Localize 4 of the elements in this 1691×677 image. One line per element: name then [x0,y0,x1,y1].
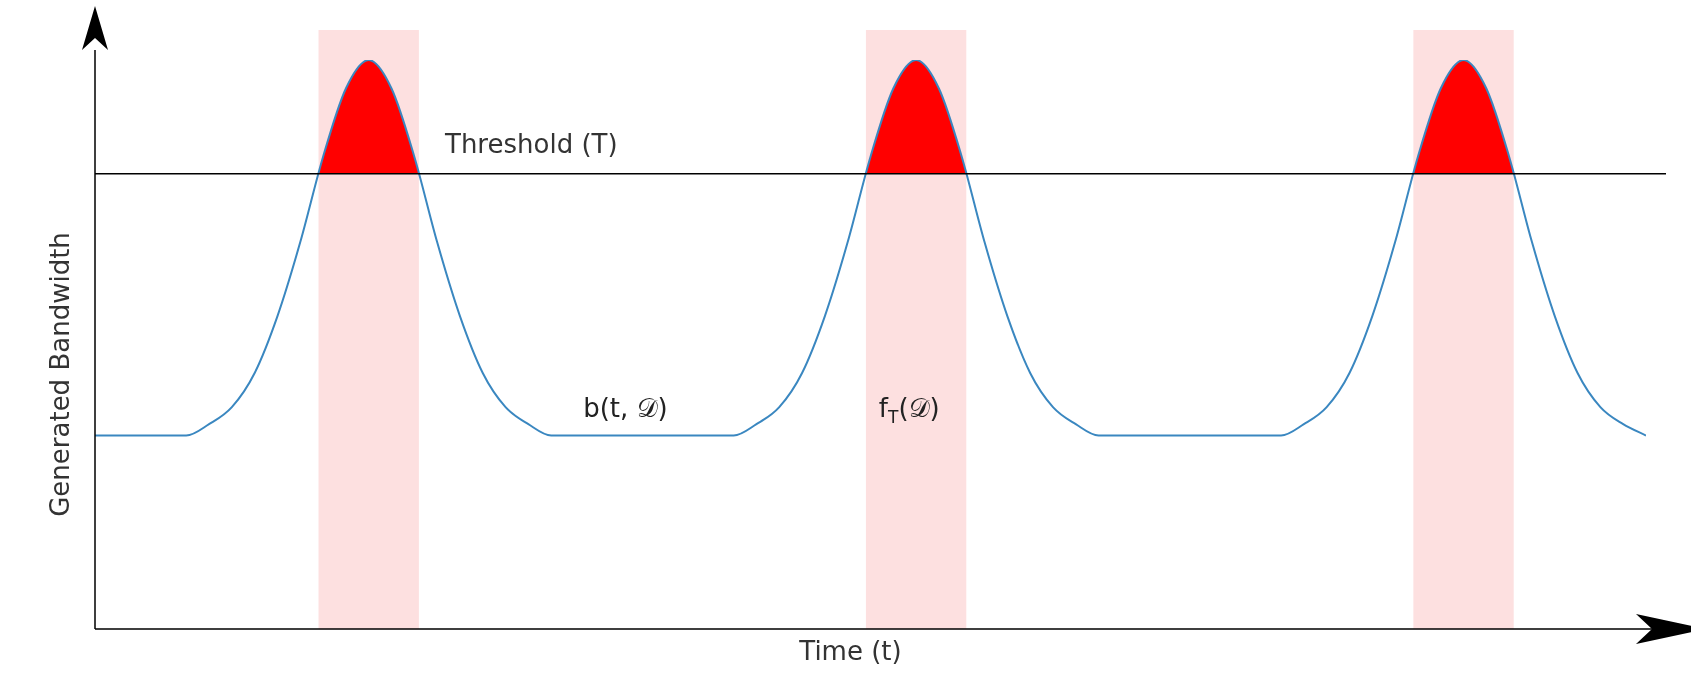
x-axis-title: Time (t) [798,635,902,666]
ref-line-label: Threshold (T) [444,128,618,159]
y-axis-title: Generated Bandwidth [44,232,75,517]
annotation: b(t, 𝒟) [583,393,668,424]
